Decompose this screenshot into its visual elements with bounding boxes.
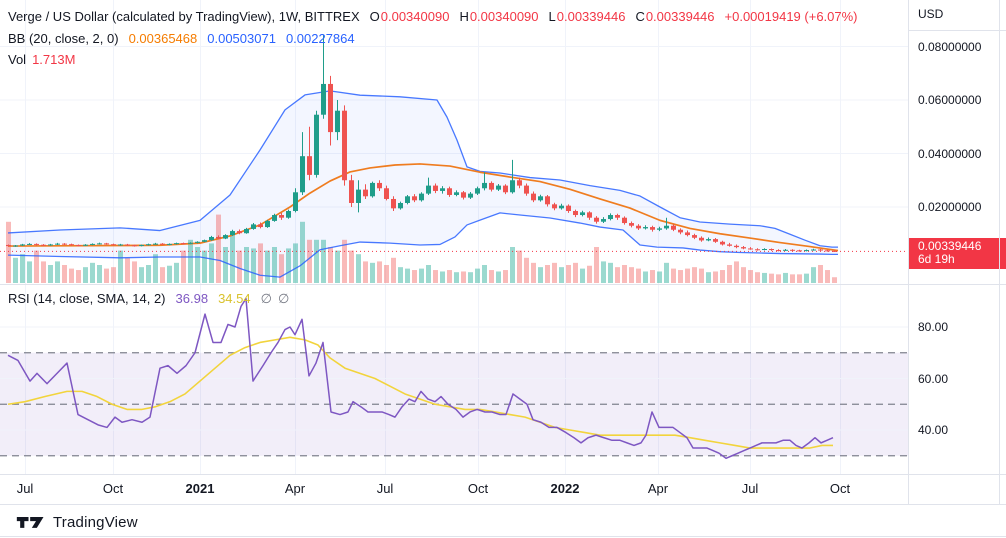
low-value: L0.00339446 bbox=[548, 9, 626, 24]
time-axis-label: Jul bbox=[741, 481, 759, 496]
footer-separator bbox=[0, 504, 1006, 505]
price-axis-label: 0.08000000 bbox=[918, 39, 982, 54]
change-value: +0.00019419 (+6.07%) bbox=[724, 9, 858, 24]
rsi-empty-icon: ∅ bbox=[260, 291, 272, 306]
bottom-border bbox=[0, 536, 1006, 537]
price-axis-currency: USD bbox=[918, 7, 944, 21]
chart-canvas[interactable] bbox=[0, 0, 908, 505]
axis-divider bbox=[908, 30, 1006, 31]
time-axis-label: Apr bbox=[647, 481, 669, 496]
bb-basis-value: 0.00365468 bbox=[128, 31, 198, 46]
volume-legend[interactable]: Vol 1.713M bbox=[8, 52, 75, 67]
time-axis-label: 2022 bbox=[550, 481, 580, 496]
rsi-empty-icon: ∅ bbox=[277, 291, 290, 306]
last-price-value: 0.00339446 bbox=[918, 239, 982, 253]
volume-label: Vol bbox=[8, 52, 27, 67]
time-axis-label: Oct bbox=[829, 481, 851, 496]
rsi-axis-label: 80.00 bbox=[918, 320, 949, 334]
time-axis-separator bbox=[0, 474, 1006, 475]
tradingview-logo-text: TradingView bbox=[53, 513, 138, 531]
bb-indicator-legend[interactable]: BB (20, close, 2, 0) 0.00365468 0.00503071… bbox=[8, 31, 355, 46]
symbol-legend[interactable]: Verge / US Dollar (calculated by Trading… bbox=[8, 9, 858, 24]
rsi-indicator-legend[interactable]: RSI (14, close, SMA, 14, 2) 36.98 34.54 ∅ ∅ bbox=[8, 291, 289, 307]
close-value: C0.00339446 bbox=[635, 9, 715, 24]
chart-area[interactable] bbox=[0, 0, 908, 505]
bar-countdown: 6d 19h bbox=[918, 252, 955, 266]
bb-lower-value: 0.00227864 bbox=[285, 31, 355, 46]
time-axis-label: Oct bbox=[102, 481, 124, 496]
time-axis-label: Oct bbox=[467, 481, 489, 496]
price-axis-label: 0.04000000 bbox=[918, 146, 982, 161]
time-axis-label: Apr bbox=[284, 481, 306, 496]
price-axis-label: 0.02000000 bbox=[918, 200, 982, 214]
rsi-axis-label: 60.00 bbox=[918, 371, 949, 386]
time-axis-label: 2021 bbox=[185, 481, 215, 496]
bb-upper-value: 0.00503071 bbox=[207, 31, 276, 46]
high-value: H0.00340090 bbox=[459, 9, 539, 24]
time-axis-label: Jul bbox=[376, 481, 394, 496]
time-axis[interactable]: Jul Oct 2021 Apr Jul Oct 2022 Apr Jul Oct bbox=[0, 476, 908, 504]
price-axis-label: 0.06000000 bbox=[918, 93, 982, 107]
right-edge-border bbox=[999, 0, 1000, 504]
open-value: O0.00340090 bbox=[369, 9, 450, 24]
price-axis-border bbox=[908, 0, 909, 504]
pane-separator[interactable] bbox=[0, 284, 1006, 285]
volume-value: 1.713M bbox=[32, 52, 76, 67]
rsi-value: 36.98 bbox=[175, 291, 209, 306]
tradingview-attribution[interactable]: TradingView bbox=[16, 510, 138, 534]
bb-label: BB (20, close, 2, 0) bbox=[8, 31, 119, 46]
price-axis[interactable]: USD 0.00339446 6d 19h 0.08000000 0.060000… bbox=[908, 0, 1006, 505]
tradingview-logo-icon bbox=[16, 517, 44, 528]
last-price-badge: 0.00339446 6d 19h bbox=[908, 238, 1006, 269]
symbol-title: Verge / US Dollar (calculated by Trading… bbox=[8, 9, 360, 24]
rsi-sma-value: 34.54 bbox=[218, 291, 251, 306]
time-axis-label: Jul bbox=[16, 481, 34, 496]
rsi-label: RSI (14, close, SMA, 14, 2) bbox=[8, 291, 166, 306]
rsi-axis-label: 40.00 bbox=[918, 423, 949, 437]
